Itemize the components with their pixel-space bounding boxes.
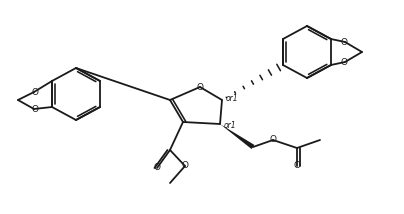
Text: O: O (181, 162, 189, 171)
Text: O: O (269, 135, 276, 144)
Text: or1: or1 (224, 122, 237, 131)
Text: O: O (32, 104, 38, 113)
Text: O: O (341, 58, 347, 67)
Text: O: O (154, 163, 160, 172)
Polygon shape (220, 124, 255, 149)
Text: O: O (196, 83, 204, 92)
Text: O: O (341, 37, 347, 46)
Text: O: O (32, 88, 38, 97)
Text: or1: or1 (226, 94, 239, 103)
Text: O: O (293, 162, 301, 171)
